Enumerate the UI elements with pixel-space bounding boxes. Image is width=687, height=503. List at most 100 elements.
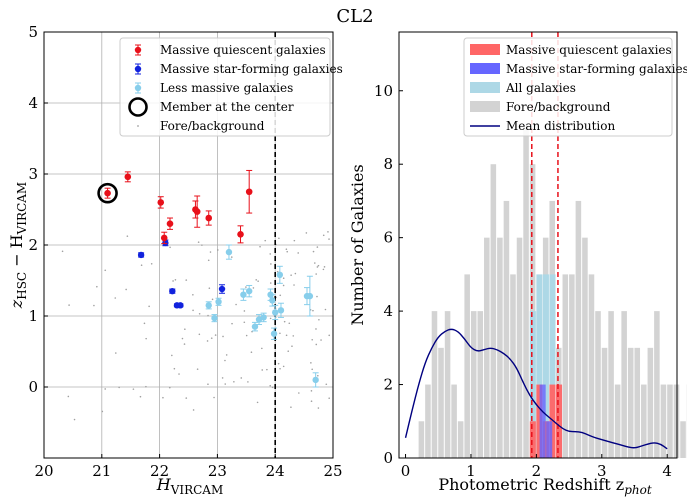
background-point (230, 256, 233, 258)
background-point (328, 397, 330, 400)
x-tick-label: 2 (532, 462, 542, 480)
background-bar (484, 237, 490, 458)
background-point (310, 400, 313, 403)
quiescent-point (157, 199, 165, 206)
background-point (297, 252, 300, 254)
background-point (318, 318, 320, 321)
legend-label-mean: Mean distribution (506, 119, 615, 133)
background-point (288, 322, 291, 325)
background-bar (575, 200, 582, 458)
y-tick-label: 2 (28, 236, 38, 254)
star-forming-bar (546, 421, 553, 458)
background-bar (418, 421, 425, 458)
legend-label-member: Member at the center (160, 100, 294, 114)
background-point (211, 298, 214, 301)
background-point (73, 418, 76, 421)
background-point (209, 251, 212, 253)
background-bar (654, 311, 660, 458)
background-bar (569, 274, 575, 458)
right-histogram-panel: 0 1 2 3 4 0 2 4 6 8 10 Photometric Redshift zphot Nu… (348, 31, 687, 497)
quiescent-bar (542, 421, 549, 458)
background-point (315, 328, 317, 330)
background-bar (438, 347, 444, 458)
left-legend-box (119, 37, 331, 137)
background-point (311, 338, 314, 341)
background-point (140, 264, 143, 266)
less-massive-point (245, 287, 253, 295)
background-point (287, 350, 290, 352)
background-point (292, 335, 295, 337)
legend-label-background: Fore/background (160, 119, 265, 133)
background-point (313, 262, 316, 264)
legend-label-starforming: Massive star-forming galaxies (160, 62, 343, 76)
all-galaxies-bar (536, 274, 543, 458)
x-tick-label: 1 (466, 462, 476, 480)
background-bar (516, 237, 523, 458)
background-point (221, 377, 224, 379)
background-point (225, 354, 228, 356)
quiescent-bar (529, 421, 536, 458)
background-bar (627, 347, 634, 458)
y-tick-label: 1 (28, 307, 38, 325)
background-point (207, 259, 210, 262)
background-point (217, 249, 219, 251)
background-point (93, 304, 95, 307)
background-bar (503, 200, 510, 458)
background-bar (431, 311, 438, 458)
background-point (185, 279, 188, 281)
quiescent-bar (536, 384, 543, 458)
background-point (143, 322, 146, 325)
background-point (145, 337, 147, 340)
quiescent-bar (549, 384, 556, 458)
background-point (290, 406, 292, 408)
less-massive-point (225, 248, 233, 256)
background-point (67, 395, 70, 398)
legend-marker-quiescent (134, 46, 142, 54)
legend-marker-background (470, 101, 500, 112)
background-point (305, 232, 308, 234)
quiescent-point (166, 220, 174, 227)
background-bar (425, 384, 431, 458)
background-point (269, 317, 272, 320)
y-tick-label: 10 (374, 82, 393, 100)
background-point (245, 286, 247, 288)
y-tick-label: 6 (383, 229, 393, 247)
background-point (208, 287, 211, 290)
background-point (172, 280, 174, 282)
background-bar (641, 384, 647, 458)
background-point (126, 235, 129, 237)
y-tick-label: 3 (28, 165, 38, 183)
background-point (68, 304, 70, 306)
legend-label-background: Fore/background (506, 100, 611, 114)
background-bar (667, 384, 673, 458)
background-point (243, 310, 246, 312)
background-bar (490, 164, 497, 458)
background-bar (444, 311, 451, 458)
background-point (198, 333, 201, 336)
background-bar (634, 347, 641, 458)
background-point (210, 337, 213, 339)
x-tick-label: 24 (266, 462, 285, 480)
x-tick-label: 21 (92, 462, 111, 480)
right-legend-box (463, 37, 673, 137)
background-point (282, 365, 285, 368)
background-point (294, 272, 297, 275)
background-point (320, 339, 322, 341)
quiescent-point (160, 234, 168, 242)
less-massive-point (205, 302, 212, 309)
background-bar (614, 384, 621, 458)
background-point (311, 368, 313, 371)
less-massive-point (306, 292, 314, 300)
background-point (233, 380, 235, 383)
less-massive-point (211, 314, 218, 322)
background-point (312, 250, 315, 253)
background-bar (451, 384, 457, 458)
x-tick-label: 23 (208, 462, 227, 480)
background-point (279, 367, 281, 370)
quiescent-point (237, 231, 244, 238)
background-point (322, 268, 325, 271)
background-point (96, 285, 98, 288)
figure-title: CL2 (336, 6, 373, 27)
background-point (298, 392, 300, 394)
